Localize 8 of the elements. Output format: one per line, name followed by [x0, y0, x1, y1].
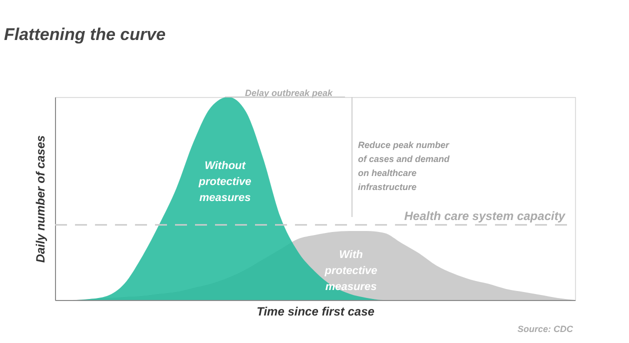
y-axis-title: Daily number of cases — [34, 134, 48, 263]
chart-title: Flattening the curve — [4, 25, 166, 44]
source-note: Source: CDC — [517, 324, 574, 334]
annotation: Delay outbreak peak — [245, 88, 334, 98]
ref-line-label: Health care system capacity — [404, 208, 566, 223]
annotation: Reduce peak number of cases and demand on healthcare infrastructure — [358, 140, 450, 192]
annotation: Without protective measures — [198, 160, 252, 204]
x-axis-title: Time since first case — [256, 304, 375, 318]
